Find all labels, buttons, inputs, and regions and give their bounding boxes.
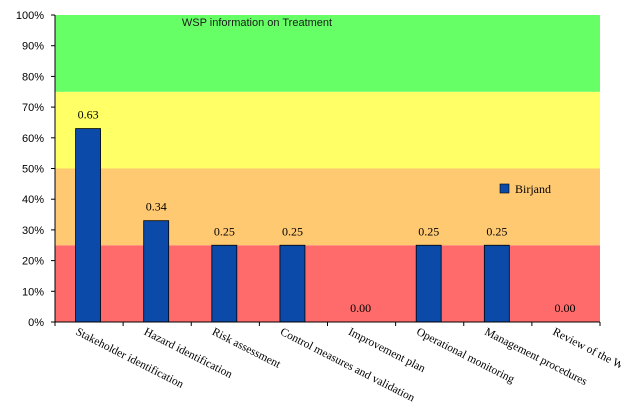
data-label: 0.25: [282, 224, 303, 238]
y-tick-label: 20%: [22, 256, 44, 268]
x-tick-label: Control measures and validation: [278, 326, 417, 405]
data-label: 0.00: [350, 301, 371, 315]
y-tick-label: 70%: [22, 102, 44, 114]
y-tick-label: 40%: [22, 194, 44, 206]
band-1: [55, 168, 600, 246]
data-label: 0.25: [418, 224, 439, 238]
y-axis: 0% 10% 20% 30% 40% 50% 60% 70% 80% 90% 100%: [16, 10, 56, 329]
y-tick-label: 50%: [22, 164, 44, 176]
bar: [279, 244, 306, 323]
y-tick-label: 100%: [16, 10, 44, 22]
bar: [211, 244, 238, 323]
bar: [483, 244, 510, 323]
data-label: 0.25: [486, 224, 507, 238]
y-tick-label: 60%: [22, 133, 44, 145]
bars: [75, 128, 510, 323]
chart-title: WSP information on Treatment: [182, 17, 332, 29]
legend-swatch: [499, 183, 510, 194]
background-bands: [55, 15, 600, 322]
legend-label: Birjand: [515, 182, 551, 196]
band-3: [55, 15, 600, 92]
y-tick-label: 80%: [22, 71, 44, 83]
bar: [143, 220, 170, 323]
data-label: 0.00: [554, 301, 575, 315]
bar: [415, 244, 442, 323]
y-tick-label: 10%: [22, 286, 44, 298]
legend: Birjand: [499, 182, 551, 196]
y-tick-label: 30%: [22, 225, 44, 237]
band-0: [55, 245, 600, 322]
y-tick-label: 90%: [22, 41, 44, 53]
band-2: [55, 91, 600, 169]
data-label: 0.25: [214, 224, 235, 238]
data-label: 0.34: [146, 200, 167, 214]
bar: [75, 128, 101, 323]
y-tick-label: 0%: [28, 317, 44, 329]
data-label: 0.63: [78, 108, 99, 122]
x-tick-label: Stakeholder identification: [74, 326, 186, 391]
data-labels: 0.63 0.34 0.25 0.25 0.00 0.25 0.25 0.00: [78, 108, 576, 315]
